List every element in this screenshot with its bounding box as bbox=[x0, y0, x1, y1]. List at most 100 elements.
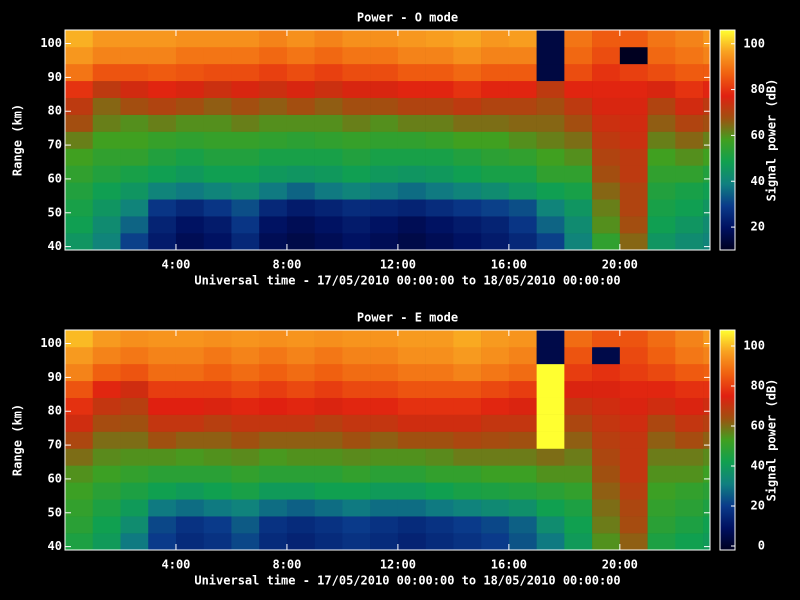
cell bbox=[203, 165, 232, 183]
x-tick-label: 4:00 bbox=[162, 558, 191, 572]
cell bbox=[148, 330, 177, 348]
cell bbox=[120, 380, 149, 398]
cell bbox=[342, 30, 371, 48]
cell bbox=[592, 131, 621, 149]
cell bbox=[647, 414, 676, 432]
cell bbox=[703, 165, 710, 183]
cell bbox=[647, 80, 676, 98]
cell bbox=[675, 199, 704, 217]
cell bbox=[65, 414, 94, 432]
cell bbox=[120, 114, 149, 132]
cell bbox=[203, 114, 232, 132]
heatmap-cells bbox=[65, 30, 710, 250]
cell bbox=[65, 216, 94, 234]
cell bbox=[425, 216, 454, 234]
cell bbox=[231, 346, 260, 365]
cell bbox=[314, 380, 343, 398]
x-tick-label: 12:00 bbox=[380, 258, 416, 272]
cell bbox=[92, 30, 121, 48]
cell bbox=[481, 233, 510, 250]
cell bbox=[647, 30, 676, 48]
cell bbox=[397, 148, 426, 166]
cell bbox=[619, 199, 648, 217]
cell bbox=[120, 346, 149, 365]
cell bbox=[120, 397, 149, 415]
cell bbox=[425, 97, 454, 115]
cell bbox=[203, 397, 232, 415]
cell bbox=[342, 233, 371, 250]
cell bbox=[675, 465, 704, 483]
cell bbox=[536, 30, 565, 48]
cell bbox=[647, 233, 676, 250]
cell bbox=[703, 380, 710, 398]
cell bbox=[647, 148, 676, 166]
cell bbox=[592, 465, 621, 483]
cell bbox=[453, 346, 482, 365]
cell bbox=[536, 80, 565, 98]
cell bbox=[175, 448, 205, 466]
cell bbox=[508, 199, 537, 217]
colorbar-tick-label: 40 bbox=[751, 459, 765, 473]
cell bbox=[120, 414, 149, 432]
cell bbox=[675, 46, 704, 65]
cell bbox=[342, 431, 371, 449]
cell bbox=[203, 330, 232, 348]
cell bbox=[481, 363, 510, 382]
cell bbox=[231, 165, 260, 183]
cell bbox=[619, 114, 648, 132]
cell bbox=[647, 114, 676, 132]
x-axis-label: Universal time - 17/05/2010 00:00:00 to … bbox=[194, 274, 620, 288]
cell bbox=[397, 346, 426, 365]
cell bbox=[342, 148, 371, 166]
cell bbox=[203, 448, 232, 466]
cell bbox=[203, 30, 232, 48]
cell bbox=[65, 346, 94, 365]
cell bbox=[425, 131, 454, 149]
cell bbox=[675, 414, 704, 432]
cell bbox=[536, 216, 565, 234]
cell bbox=[508, 482, 537, 500]
cell bbox=[231, 216, 260, 234]
cell bbox=[175, 63, 205, 82]
cell bbox=[148, 465, 177, 483]
cell bbox=[286, 482, 315, 500]
cell bbox=[342, 330, 371, 348]
cell bbox=[286, 380, 315, 398]
cell bbox=[92, 182, 121, 200]
cell bbox=[120, 216, 149, 234]
cell bbox=[342, 80, 371, 98]
cell bbox=[231, 80, 260, 98]
cell bbox=[647, 182, 676, 200]
cell bbox=[148, 114, 177, 132]
cell bbox=[619, 465, 648, 483]
cell bbox=[703, 414, 710, 432]
cell bbox=[286, 448, 315, 466]
cell bbox=[148, 233, 177, 250]
cell bbox=[675, 216, 704, 234]
cell bbox=[370, 131, 399, 149]
cell bbox=[65, 97, 94, 115]
cell bbox=[259, 165, 288, 183]
cell bbox=[508, 397, 537, 415]
cell bbox=[619, 533, 648, 550]
cell bbox=[592, 199, 621, 217]
cell bbox=[92, 516, 121, 534]
cell bbox=[175, 346, 205, 365]
cell bbox=[314, 397, 343, 415]
cell bbox=[592, 363, 621, 382]
cell bbox=[453, 46, 482, 65]
cell bbox=[148, 482, 177, 500]
cell bbox=[619, 131, 648, 149]
cell bbox=[120, 363, 149, 382]
cell bbox=[453, 516, 482, 534]
cell bbox=[675, 330, 704, 348]
cell bbox=[314, 448, 343, 466]
cell bbox=[148, 97, 177, 115]
cell bbox=[259, 97, 288, 115]
cell bbox=[397, 380, 426, 398]
cell bbox=[231, 448, 260, 466]
cell bbox=[536, 182, 565, 200]
cell bbox=[148, 448, 177, 466]
cell bbox=[675, 80, 704, 98]
cell bbox=[65, 148, 94, 166]
